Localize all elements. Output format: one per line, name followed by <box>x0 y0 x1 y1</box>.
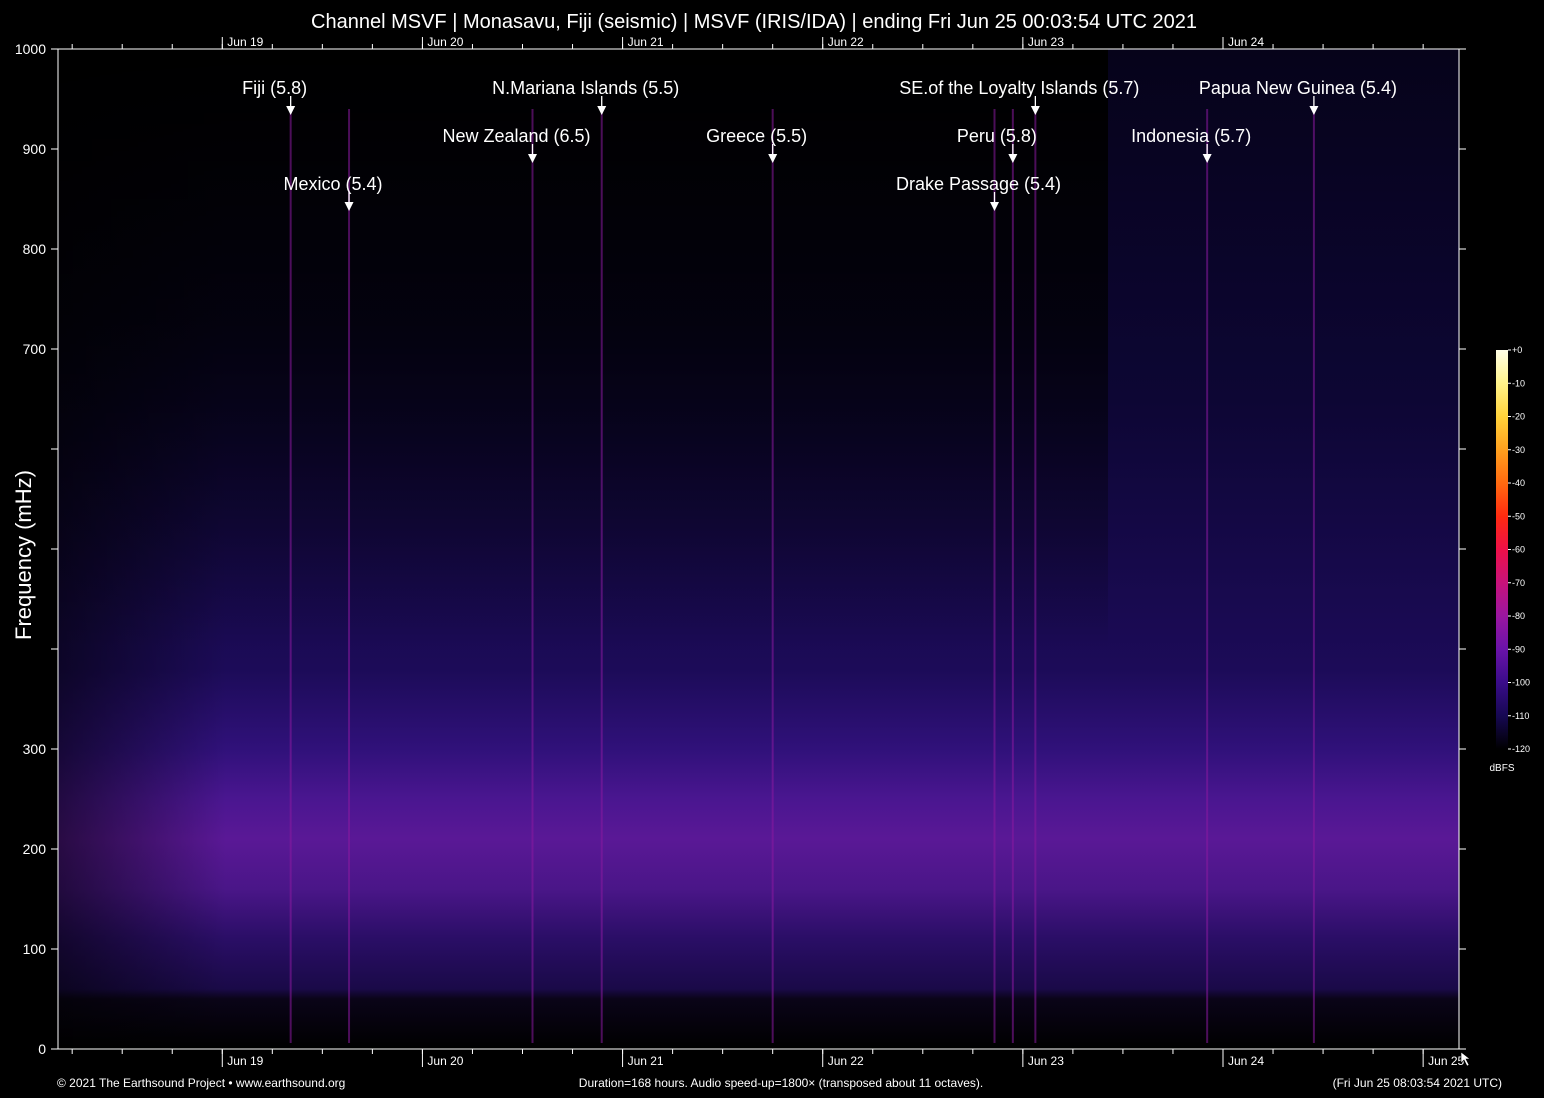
y-tick-label: 300 <box>23 741 47 757</box>
event-annotation: Mexico (5.4) <box>284 174 383 211</box>
y-tick-label: 800 <box>23 241 47 257</box>
event-annotation: Greece (5.5) <box>706 126 807 163</box>
event-label: New Zealand (6.5) <box>442 126 590 146</box>
event-annotations: Fiji (5.8) Mexico (5.4) N.Mariana Islands … <box>242 78 1397 211</box>
down-arrow-icon <box>1008 154 1018 163</box>
colorbar-tick-label: -100 <box>1512 678 1530 688</box>
x-tick-label: Jun 25 <box>1428 1054 1464 1068</box>
event-label: Greece (5.5) <box>706 126 807 146</box>
footer-duration: Duration=168 hours. Audio speed-up=1800×… <box>579 1076 983 1090</box>
down-arrow-icon <box>286 106 296 115</box>
x-top-tick-label: Jun 20 <box>427 35 463 49</box>
y-tick-label: 200 <box>23 841 47 857</box>
colorbar-tick-label: -50 <box>1512 511 1525 521</box>
event-annotation: Peru (5.8) <box>957 126 1037 163</box>
x-top-tick-label: Jun 21 <box>628 35 664 49</box>
x-tick-label: Jun 21 <box>628 1054 664 1068</box>
event-annotation: Indonesia (5.7) <box>1131 126 1251 163</box>
event-annotation: SE.of the Loyalty Islands (5.7) <box>899 78 1139 115</box>
down-arrow-icon <box>344 202 354 211</box>
y-tick-label: 100 <box>23 941 47 957</box>
x-top-tick-label: Jun 24 <box>1228 35 1264 49</box>
colorbar-tick-label: -120 <box>1512 744 1530 754</box>
down-arrow-icon <box>597 106 607 115</box>
footer-copyright: © 2021 The Earthsound Project • www.eart… <box>57 1076 345 1090</box>
event-annotation: N.Mariana Islands (5.5) <box>492 78 679 115</box>
colorbar-tick-label: -20 <box>1512 412 1525 422</box>
colorbar: +0 -10 -20 -30 -40 -50 -60 -70 -80 -90 -100 -110 -12… <box>1489 345 1530 774</box>
x-top-tick-label: Jun 23 <box>1028 35 1064 49</box>
colorbar-tick-label: -80 <box>1512 611 1525 621</box>
x-tick-label: Jun 22 <box>828 1054 864 1068</box>
x-tick-label: Jun 23 <box>1028 1054 1064 1068</box>
x-tick-label: Jun 20 <box>427 1054 463 1068</box>
x-tick-label: Jun 19 <box>227 1054 263 1068</box>
down-arrow-icon <box>990 202 1000 211</box>
event-annotation: Drake Passage (5.4) <box>896 174 1061 211</box>
y-tick-label: 900 <box>23 141 47 157</box>
event-label: SE.of the Loyalty Islands (5.7) <box>899 78 1139 98</box>
event-annotation: Papua New Guinea (5.4) <box>1199 78 1397 115</box>
y-tick-label: 700 <box>23 341 47 357</box>
event-label: Mexico (5.4) <box>284 174 383 194</box>
event-label: Peru (5.8) <box>957 126 1037 146</box>
colorbar-unit-label: dBFS <box>1489 763 1514 774</box>
down-arrow-icon <box>1309 106 1319 115</box>
plot-area <box>57 48 1460 1050</box>
x-tick-label: Jun 24 <box>1228 1054 1264 1068</box>
down-arrow-icon <box>1202 154 1212 163</box>
colorbar-gradient <box>1496 350 1508 749</box>
x-axis: Jun 19 Jun 20 Jun 21 Jun 22 Jun 23 Jun 24 Jun … <box>71 35 1464 1068</box>
x-top-tick-label: Jun 22 <box>828 35 864 49</box>
x-top-tick-label: Jun 19 <box>227 35 263 49</box>
colorbar-tick-label: -10 <box>1512 378 1525 388</box>
down-arrow-icon <box>1030 106 1040 115</box>
event-label: Drake Passage (5.4) <box>896 174 1061 194</box>
y-axis: 0 100 200 300 700 800 900 1000 <box>15 41 1466 1057</box>
colorbar-tick-label: -70 <box>1512 578 1525 588</box>
chart-title: Channel MSVF | Monasavu, Fiji (seismic) … <box>311 11 1197 33</box>
event-annotation: New Zealand (6.5) <box>442 126 591 163</box>
y-tick-label: 0 <box>38 1041 46 1057</box>
colorbar-tick-label: -40 <box>1512 478 1525 488</box>
down-arrow-icon <box>768 154 778 163</box>
colorbar-tick-label: -60 <box>1512 545 1525 555</box>
y-axis-label: Frequency (mHz) <box>11 470 36 640</box>
event-annotation: Fiji (5.8) <box>242 78 307 115</box>
footer-timestamp: (Fri Jun 25 08:03:54 2021 UTC) <box>1333 1076 1502 1090</box>
colorbar-tick-label: -90 <box>1512 644 1525 654</box>
event-label: Papua New Guinea (5.4) <box>1199 78 1397 98</box>
event-label: Fiji (5.8) <box>242 78 307 98</box>
event-label: Indonesia (5.7) <box>1131 126 1251 146</box>
y-tick-label: 1000 <box>15 41 46 57</box>
colorbar-tick-label: -110 <box>1512 711 1529 721</box>
cursor-icon <box>1460 1051 1471 1067</box>
down-arrow-icon <box>528 154 538 163</box>
event-label: N.Mariana Islands (5.5) <box>492 78 679 98</box>
colorbar-tick-label: +0 <box>1512 345 1522 355</box>
plot-shading-top-left <box>58 49 1108 649</box>
colorbar-tick-label: -30 <box>1512 445 1525 455</box>
event-traces <box>289 109 1315 1043</box>
